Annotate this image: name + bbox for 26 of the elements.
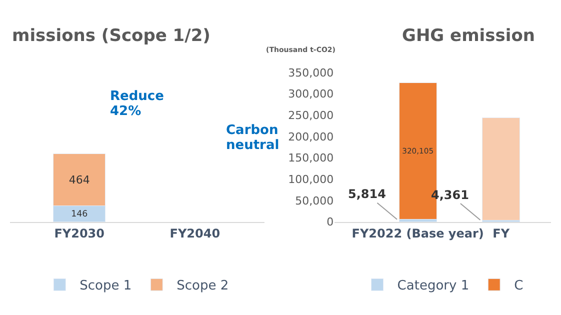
text: neutral <box>226 138 280 153</box>
legend-label: Scope 2 <box>176 278 229 294</box>
y-tick-label: 100,000 <box>288 173 334 186</box>
y-tick-label: 0 <box>326 216 334 229</box>
x-tick-label: FY2030 <box>54 226 104 240</box>
bar <box>482 117 520 220</box>
data-label: 146 <box>71 209 88 220</box>
text: Carbon <box>226 123 278 138</box>
legend-label: Scope 1 <box>80 278 132 294</box>
y-tick-label: 300,000 <box>288 88 334 101</box>
chart-title: GHG emission <box>402 26 535 46</box>
y-tick-label: 150,000 <box>288 152 334 165</box>
y-tick-label: 200,000 <box>288 130 334 144</box>
x-tick-label: FY2022 (Base year) <box>352 226 484 240</box>
data-label: 5,814 <box>348 187 386 201</box>
x-tick-label: FY <box>492 226 510 240</box>
data-label: 464 <box>68 173 90 186</box>
text: 42% <box>110 104 142 119</box>
legend-label: Category 1 <box>397 278 470 294</box>
chart-title: missions (Scope 1/2) <box>12 26 210 46</box>
x-tick-label: FY2040 <box>170 226 220 240</box>
y-tick-label: 50,000 <box>295 194 334 208</box>
y-tick-label: 350,000 <box>288 66 334 80</box>
y-tick-label: 250,000 <box>288 108 334 122</box>
text: Reduce <box>110 89 164 104</box>
legend-label: C <box>514 278 524 294</box>
